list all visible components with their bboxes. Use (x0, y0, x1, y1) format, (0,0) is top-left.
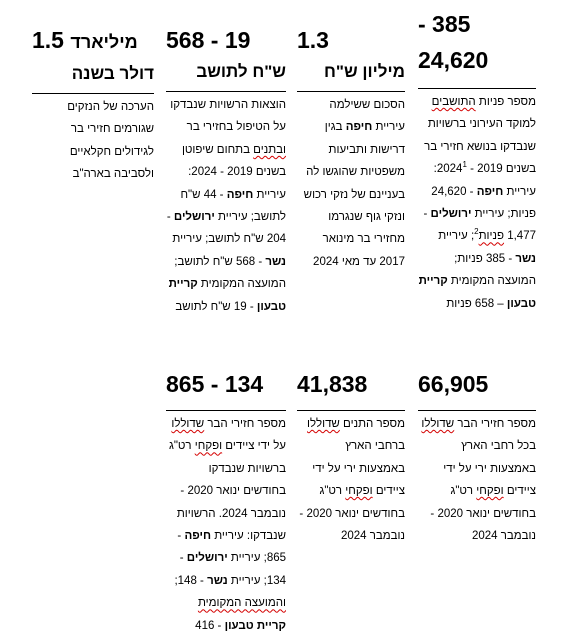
stat-value: 66,905 (418, 371, 489, 397)
description-text: בכל רחבי הארץ באמצעות ירי על ידי ציידים (443, 440, 536, 498)
description-text: בגין דרישות ותביעות משפטיות שהוגשו לה בע… (303, 121, 405, 268)
stat-value-range-low: - 385 (418, 11, 471, 37)
stat-description: מספר התנים שדוללו ברחבי הארץ באמצעות ירי… (297, 413, 405, 547)
stat-card-cost-per-resident: 568 - 19 ש"ח לתושב הוצאות הרשויות שנבדקו… (166, 26, 286, 318)
divider (166, 410, 286, 411)
description-text: ופקחי (194, 440, 223, 453)
stat-description: הוצאות הרשויות שנבדקו על הטיפול בחזירי ב… (166, 94, 286, 318)
description-text: - 1,477 (423, 208, 536, 243)
description-text: - 865; עיריית (177, 530, 286, 565)
divider (418, 88, 536, 89)
description-text: ; עיריית (438, 230, 475, 243)
description-text: - 416 (195, 619, 225, 632)
stat-unit: מיליון ש"ח (324, 62, 405, 81)
description-text: ופקחי (476, 485, 504, 498)
divider (166, 91, 286, 92)
stat-description: מספר חזירי הבר שדוללו על ידי ציידים ופקח… (166, 413, 286, 637)
description-text: מספר פניות (475, 96, 536, 108)
description-text: מספר חזירי הבר (454, 418, 536, 430)
highlighted-place-name: קריית טבעון (418, 275, 536, 310)
description-text: - 19 ש"ח לתושב (175, 300, 257, 313)
stat-card-applications: - 385 24,620 מספר פניות התושבים למוקד הע… (418, 10, 536, 315)
description-text: - 24,620 פניות; עיריית (431, 185, 536, 221)
stat-card-damage-estimate: 1.5 מיליארד דולר בשנה הערכה של הנזקים שג… (32, 26, 154, 186)
description-text: הערכה של הנזקים שגורמים חזירי בר לגידולי… (67, 101, 154, 181)
highlighted-place-name: ירושלים (173, 211, 215, 224)
description-text: – 658 פניות (446, 297, 507, 310)
description-text: - 134; עיריית (179, 552, 286, 587)
stat-description: הסכום ששילמה עיריית חיפה בגין דרישות ותב… (297, 94, 405, 273)
description-text: רט"ג בחודשים ינואר 2020 - נובמבר 2024 (430, 485, 536, 543)
description-text: והמועצה המקומית (197, 597, 286, 610)
highlighted-place-name: נשר (515, 252, 536, 265)
description-text: שדוללו (307, 418, 340, 430)
divider (297, 91, 405, 92)
stat-unit: ש"ח לתושב (196, 62, 286, 81)
description-text: על ידי ציידים (222, 440, 286, 453)
highlighted-place-name: קריית טבעון (168, 278, 286, 313)
highlighted-place-name: ירושלים (186, 552, 228, 565)
stat-unit: דולר בשנה (71, 64, 154, 83)
divider (418, 410, 536, 411)
highlighted-place-name: חיפה (226, 188, 254, 201)
stat-value-figure: 1.5 (32, 27, 64, 53)
description-text: : עיריית (433, 163, 536, 198)
highlighted-place-name: חיפה (476, 185, 504, 198)
stat-value: 1.3 (297, 27, 329, 53)
description-text: שדוללו (421, 418, 455, 430)
description-text: רט"ג בחודשים ינואר 2020 - נובמבר 2024 (299, 485, 405, 543)
stat-value: 41,838 (297, 371, 368, 397)
stat-value-word: מיליארד (70, 32, 138, 52)
divider (297, 410, 405, 411)
description-text: מספר התנים (339, 418, 405, 430)
stat-description: מספר חזירי הבר שדוללו בכל רחבי הארץ באמצ… (418, 413, 536, 547)
description-text: מספר חזירי הבר (204, 418, 286, 430)
stat-value: 1.5 מיליארד (32, 26, 154, 56)
stat-value: 568 - 19 (166, 27, 251, 53)
stat-card-settlement: 1.3 מיליון ש"ח הסכום ששילמה עיריית חיפה … (297, 26, 405, 273)
highlighted-place-name: ירושלים (430, 208, 472, 221)
description-text: למוקד העירוני ברשויות שנבדקו בנושא חזירי… (424, 118, 536, 176)
description-text: הוצאות הרשויות שנבדקו על הטיפול בחזירי ב… (170, 99, 286, 134)
description-text: שדוללו (171, 418, 205, 430)
divider (32, 93, 154, 94)
stat-description: הערכה של הנזקים שגורמים חזירי בר לגידולי… (32, 96, 154, 186)
highlighted-place-name: נשר (265, 255, 286, 268)
stat-card-jackals-culled: 41,838 מספר התנים שדוללו ברחבי הארץ באמצ… (297, 370, 405, 547)
description-text: - 204 ש"ח לתושב; עיריית (166, 211, 286, 246)
stat-value: 865 - 134 (166, 371, 264, 397)
description-text: בתחום שיפוטן בשנים 2019 - 2024: עיריית (181, 143, 286, 201)
footnote-marker: 2 (474, 227, 479, 237)
description-text: - 385 פניות; המועצה המקומית (447, 252, 536, 288)
highlighted-place-name: קריית טבעון (224, 619, 286, 632)
description-text: - 44 ש"ח לתושב; עיריית (180, 188, 286, 224)
description-text: הסכום ששילמה עיריית (329, 99, 405, 134)
description-text: - 148; (174, 574, 208, 587)
stat-card-boars-culled: 66,905 מספר חזירי הבר שדוללו בכל רחבי הא… (418, 370, 536, 547)
description-text: התושבים (431, 96, 476, 108)
description-text: ברחבי הארץ באמצעות ירי על ידי ציידים (312, 440, 405, 498)
stat-value-range-high: 24,620 (418, 47, 489, 73)
footnote-marker: 1 (462, 160, 467, 170)
description-text: ובתנים (253, 143, 286, 156)
description-text: רט"ג ברשויות שנבדקו בחודשים ינואר 2020 -… (168, 440, 286, 543)
highlighted-place-name: חיפה (184, 530, 211, 543)
description-text: פניות (478, 230, 505, 243)
description-text: - 568 ש"ח לתושב; המועצה המקומית (174, 255, 286, 291)
stat-card-boars-culled-local: 865 - 134 מספר חזירי הבר שדוללו על ידי צ… (166, 370, 286, 637)
highlighted-place-name: חיפה (345, 121, 373, 134)
stat-description: מספר פניות התושבים למוקד העירוני ברשויות… (418, 91, 536, 315)
description-text: ופקחי (345, 485, 373, 498)
highlighted-place-name: נשר (207, 574, 228, 587)
